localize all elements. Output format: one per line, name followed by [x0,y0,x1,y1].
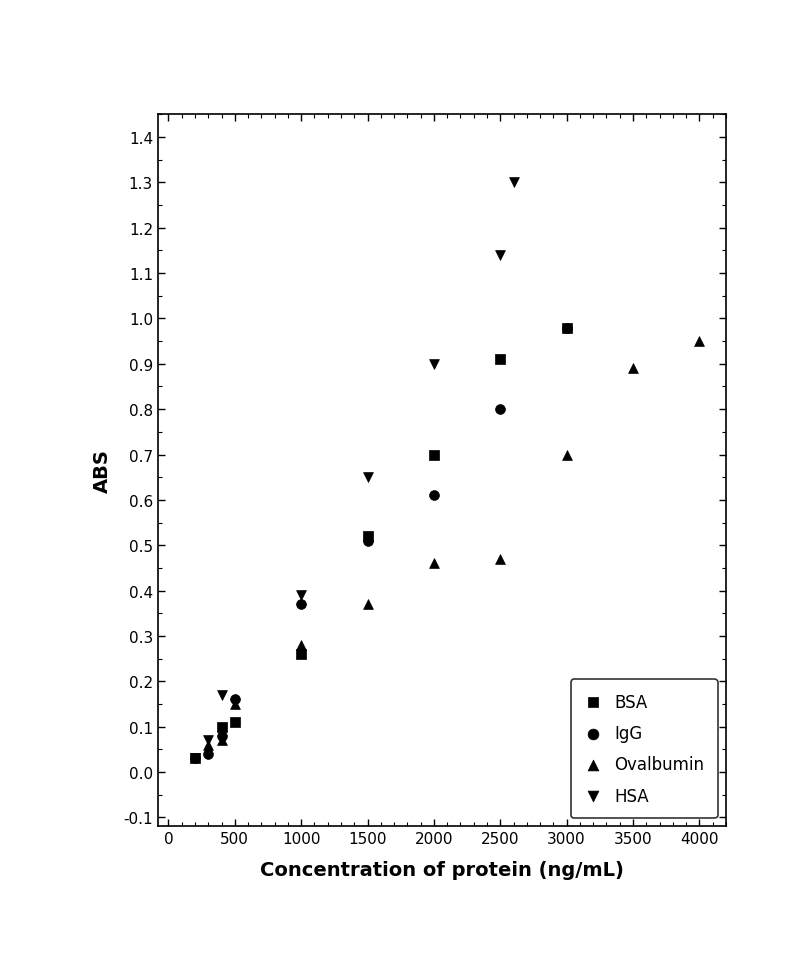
IgG [215,728,228,744]
IgG [494,402,507,417]
Ovalbumin [560,448,573,463]
BSA [560,321,573,336]
HSA [189,751,201,766]
Ovalbumin [229,697,241,712]
IgG [428,488,440,504]
IgG [189,751,201,766]
Ovalbumin [626,361,639,377]
HSA [494,248,507,263]
IgG [295,597,308,612]
BSA [494,353,507,368]
HSA [215,687,228,702]
Legend: BSA, IgG, Ovalbumin, HSA: BSA, IgG, Ovalbumin, HSA [571,679,717,818]
BSA [189,751,201,766]
IgG [560,321,573,336]
HSA [202,732,215,748]
IgG [202,747,215,762]
IgG [361,533,374,549]
BSA [215,719,228,734]
Ovalbumin [693,334,705,350]
BSA [361,529,374,544]
Ovalbumin [494,552,507,567]
BSA [428,448,440,463]
Ovalbumin [428,556,440,572]
HSA [295,588,308,604]
IgG [229,692,241,707]
HSA [361,470,374,485]
BSA [229,715,241,730]
HSA [507,176,520,191]
Y-axis label: ABS: ABS [93,449,112,493]
Ovalbumin [215,732,228,748]
Ovalbumin [361,597,374,612]
HSA [428,357,440,372]
Ovalbumin [295,637,308,653]
Ovalbumin [202,737,215,752]
X-axis label: Concentration of protein (ng/mL): Concentration of protein (ng/mL) [260,860,624,879]
BSA [295,647,308,662]
